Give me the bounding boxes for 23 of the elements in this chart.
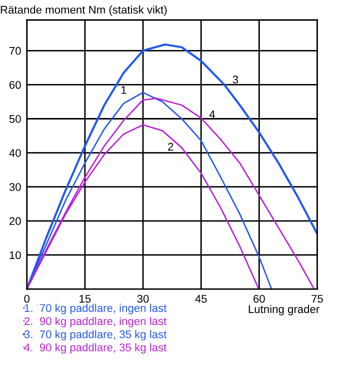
- annotation: 2: [168, 142, 174, 151]
- y-axis-title: Rätande moment Nm (statisk vikt): [0, 6, 167, 16]
- x-tick-label: 60: [254, 294, 265, 303]
- y-tick-label: 10: [10, 251, 21, 260]
- legend-label: 2. 90 kg paddlare, ingen last: [24, 316, 167, 328]
- y-tick-label: 20: [10, 217, 21, 226]
- x-axis-title: Lutning grader: [248, 304, 320, 316]
- annotation: 1: [121, 86, 126, 94]
- x-tick-label: 30: [137, 294, 149, 303]
- x-tick-label: 15: [80, 294, 91, 303]
- y-tick-label: 50: [9, 115, 21, 123]
- legend-label: 3. 70 kg paddlare, 35 kg last: [24, 330, 167, 340]
- y-tick-label: 70: [10, 46, 21, 55]
- x-tick-label: 45: [195, 294, 207, 303]
- y-tick-label: 40: [9, 149, 21, 157]
- y-tick-label: 60: [10, 80, 21, 89]
- x-tick-label: 0: [24, 294, 30, 303]
- legend-label: 1. 70 kg paddlare, ingen last: [24, 304, 167, 314]
- x-tick-label: 75: [312, 294, 323, 303]
- y-tick-label: 30: [9, 183, 21, 191]
- legend-label: 4. 90 kg paddlare, 35 kg last: [24, 343, 167, 354]
- annotation: 3: [232, 76, 238, 84]
- annotation: 4: [209, 110, 215, 118]
